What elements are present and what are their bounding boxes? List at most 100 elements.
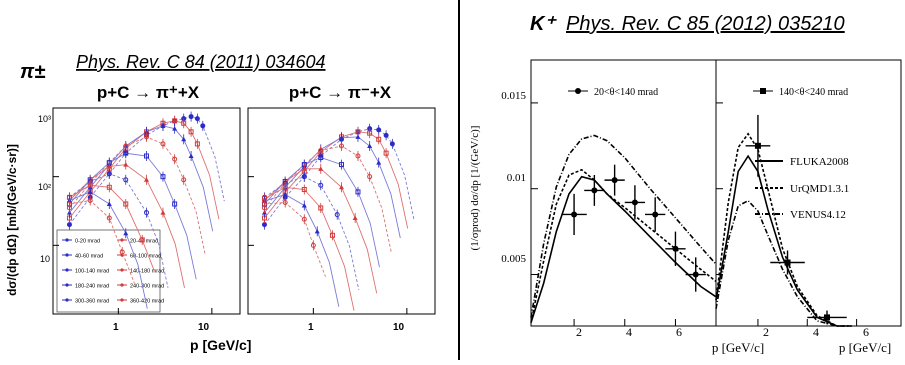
data-point [301, 187, 307, 193]
data-point [172, 126, 178, 131]
data-point [66, 201, 72, 207]
data-point [571, 211, 578, 218]
data-point [672, 245, 679, 252]
left-xtick-label-1-a: 1 [113, 322, 119, 333]
data-point [66, 222, 72, 228]
data-point [123, 230, 129, 236]
left-particle-label: π± [20, 61, 45, 83]
right-xtick-label-4-a: 4 [626, 325, 632, 339]
fit-curve [69, 164, 185, 288]
left-ytick-label-1000: 10³ [38, 114, 51, 124]
right-panel-label-2: 140<θ<240 mrad [779, 87, 848, 98]
right-xtick-label-2-b: 2 [763, 325, 769, 339]
right-panel-frame-2 [715, 59, 902, 327]
legend-label: 40-60 mrad [75, 254, 103, 260]
right-ylabel: (1/σprod) dσ/dp [1/(GeV/c)] [469, 126, 481, 251]
left-panel-frame-2 [247, 107, 436, 315]
right-xlabel-2: p [GeV/c] [839, 340, 891, 355]
data-point [355, 153, 361, 159]
legend-label: 100-140 mrad [75, 269, 109, 275]
data-point [200, 123, 206, 129]
data-point [754, 142, 761, 149]
fit-curve [69, 191, 148, 309]
legend-marker [65, 298, 69, 302]
data-point [194, 141, 200, 147]
right-xtick-label-6-b: 6 [863, 325, 869, 339]
data-point [376, 160, 382, 165]
right-panel-frame-1 [530, 59, 717, 327]
legend-marker [120, 268, 124, 272]
data-point [339, 184, 344, 190]
right-xtick-label-4-b: 4 [813, 325, 819, 339]
model-curve [530, 134, 717, 318]
data-point [692, 271, 699, 278]
data-point [301, 203, 307, 208]
right-xtick-label-2-a: 2 [576, 325, 582, 339]
fit-curve [264, 157, 380, 268]
fit-curve [264, 131, 409, 229]
data-point [784, 259, 791, 266]
data-point [144, 129, 149, 134]
right-xtick-label-6-a: 6 [676, 325, 682, 339]
fit-curve [69, 120, 220, 220]
data-point [314, 228, 320, 234]
data-point [181, 177, 187, 183]
data-point [367, 130, 373, 136]
data-point [194, 116, 200, 122]
data-point [119, 249, 125, 255]
model-curve [715, 154, 852, 327]
left-panel-frame-1 [52, 107, 241, 315]
right-panel-2-marks [715, 102, 858, 327]
data-point [106, 215, 112, 221]
data-point [376, 127, 382, 133]
data-point [123, 143, 129, 149]
fit-curve [264, 136, 401, 239]
fit-curve [264, 194, 340, 307]
data-point [188, 129, 194, 135]
data-point [144, 153, 149, 159]
model-curve [715, 132, 852, 327]
data-point [282, 191, 288, 197]
left-legend-box [56, 229, 161, 313]
data-point [188, 114, 194, 120]
legend-marker [65, 238, 69, 242]
fit-curve [264, 168, 378, 294]
data-point [318, 182, 324, 188]
data-point [160, 210, 166, 215]
data-point [329, 232, 335, 238]
data-point [144, 177, 149, 182]
left-panel-title-1: p+C → π⁺+X [97, 83, 200, 102]
data-point [318, 205, 324, 211]
right-panel-1-marks [530, 102, 717, 326]
data-point [367, 174, 373, 180]
data-point [181, 136, 187, 142]
data-point [172, 118, 178, 124]
data-point [301, 166, 307, 171]
legend-label: 0-20 mrad [75, 239, 100, 245]
right-panel-label-1: 20<θ<140 mrad [594, 87, 658, 98]
data-point [591, 187, 598, 194]
data-point [261, 201, 267, 207]
data-point [172, 156, 178, 162]
data-point [144, 210, 149, 216]
right-ytick-label-0005: 0.005 [501, 253, 526, 265]
data-point [282, 184, 288, 190]
fit-curve [69, 184, 155, 272]
legend-marker [65, 283, 69, 287]
data-point [318, 166, 324, 171]
data-point [160, 174, 166, 180]
left-panel-title-2: p+C → π⁻+X [289, 83, 392, 102]
fit-curve [264, 202, 326, 277]
left-reference: Phys. Rev. C 84 (2011) 034604 [76, 52, 325, 72]
legend-label: 240-300 mrad [130, 284, 164, 290]
data-point [139, 237, 145, 243]
data-point [188, 153, 194, 158]
data-point [123, 150, 129, 156]
legend-label: 140-180 mrad [130, 269, 164, 275]
legend-label: 300-360 mrad [75, 299, 109, 305]
model-curve [715, 199, 852, 327]
data-point [282, 200, 288, 206]
legend-marker [120, 238, 124, 242]
model-curve [530, 168, 717, 323]
